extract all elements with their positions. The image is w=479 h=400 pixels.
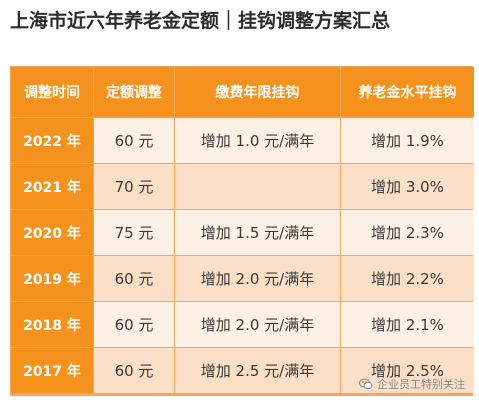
header-adjust-time: 调整时间 (11, 67, 93, 117)
row-contribution: 增加 1.0 元/满年 (175, 118, 340, 163)
row-year: 2021 年 (11, 164, 93, 209)
header-fixed-adjust: 定额调整 (94, 67, 174, 117)
row-level: 增加 2.1% (341, 302, 474, 347)
row-fixed: 60 元 (94, 302, 174, 347)
wechat-icon (359, 378, 373, 390)
row-contribution: 增加 1.5 元/满年 (175, 210, 340, 255)
row-fixed: 60 元 (94, 348, 174, 393)
row-fixed: 75 元 (94, 210, 174, 255)
row-level: 增加 2.2% (341, 256, 474, 301)
row-level: 增加 2.3% (341, 210, 474, 255)
row-year: 2018 年 (11, 302, 93, 347)
row-level: 增加 2.5% (341, 348, 474, 393)
row-contribution: 增加 2.0 元/满年 (175, 256, 340, 301)
row-contribution (175, 164, 340, 209)
watermark: 企业员工特别关注 (359, 376, 465, 392)
page-title: 上海市近六年养老金定额｜挂钩调整方案汇总 (10, 10, 391, 32)
pension-adjustment-table: 调整时间 定额调整 缴费年限挂钩 养老金水平挂钩 2022 年 60 元 增加 … (10, 66, 474, 396)
row-fixed: 70 元 (94, 164, 174, 209)
row-contribution: 增加 2.5 元/满年 (175, 348, 340, 393)
header-pension-level-link: 养老金水平挂钩 (341, 67, 474, 117)
row-level: 增加 1.9% (341, 118, 474, 163)
row-year: 2020 年 (11, 210, 93, 255)
row-fixed: 60 元 (94, 256, 174, 301)
header-contribution-link: 缴费年限挂钩 (175, 67, 340, 117)
row-fixed: 60 元 (94, 118, 174, 163)
row-level: 增加 3.0% (341, 164, 474, 209)
row-year: 2022 年 (11, 118, 93, 163)
watermark-text: 企业员工特别关注 (377, 378, 465, 391)
row-year: 2019 年 (11, 256, 93, 301)
row-contribution: 增加 2.0 元/满年 (175, 302, 340, 347)
row-year: 2017 年 (11, 348, 93, 393)
